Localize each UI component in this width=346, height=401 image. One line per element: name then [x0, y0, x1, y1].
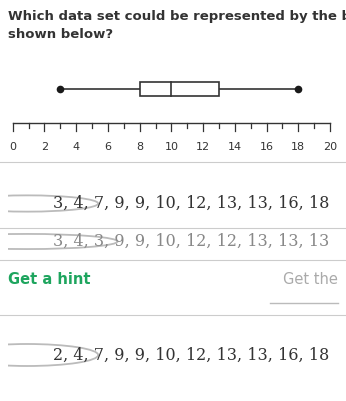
- Text: 16: 16: [260, 142, 274, 152]
- Text: 4: 4: [73, 142, 80, 152]
- Text: 20: 20: [323, 142, 337, 152]
- Text: Which data set could be represented by the box plot: Which data set could be represented by t…: [8, 10, 346, 23]
- Text: 8: 8: [136, 142, 143, 152]
- Text: 6: 6: [104, 142, 111, 152]
- Text: 0: 0: [9, 142, 16, 152]
- Text: Get a hint: Get a hint: [8, 272, 91, 287]
- Text: 12: 12: [196, 142, 210, 152]
- Bar: [140, 83, 219, 96]
- Text: 10: 10: [164, 142, 179, 152]
- Text: 3, 4, 7, 9, 9, 10, 12, 13, 13, 16, 18: 3, 4, 7, 9, 9, 10, 12, 13, 13, 16, 18: [53, 195, 329, 212]
- Text: 18: 18: [291, 142, 306, 152]
- Text: 3, 4, 3, 9, 9, 10, 12, 12, 13, 13, 13: 3, 4, 3, 9, 9, 10, 12, 12, 13, 13, 13: [53, 233, 329, 250]
- Text: shown below?: shown below?: [8, 28, 113, 41]
- Text: 2: 2: [41, 142, 48, 152]
- Text: 2, 4, 7, 9, 9, 10, 12, 13, 13, 16, 18: 2, 4, 7, 9, 9, 10, 12, 13, 13, 16, 18: [53, 346, 329, 363]
- Text: 14: 14: [228, 142, 242, 152]
- Text: Get the: Get the: [283, 272, 338, 287]
